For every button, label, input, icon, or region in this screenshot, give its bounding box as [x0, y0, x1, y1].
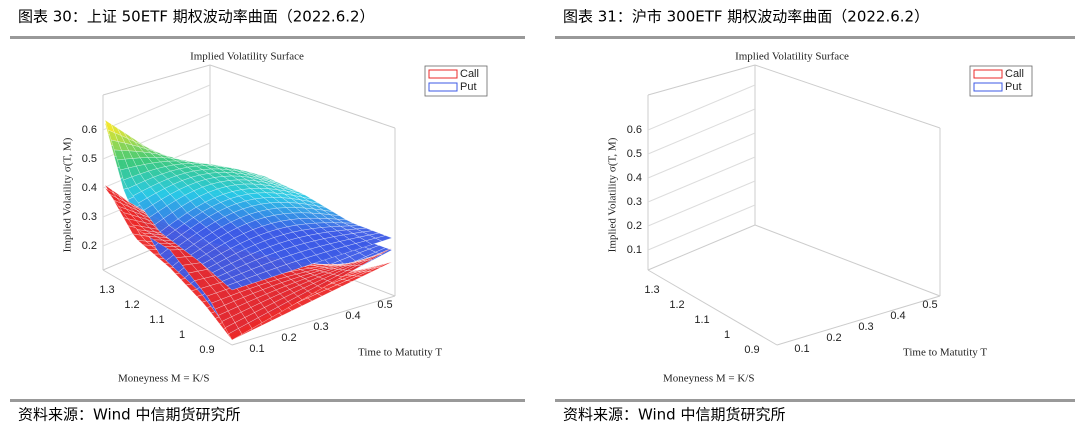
rule — [10, 399, 525, 402]
z-tick-label: 0.3 — [627, 196, 642, 208]
t-tick-label: 0.2 — [826, 332, 841, 344]
legend-label: Put — [1005, 81, 1022, 93]
z-tick-label: 0.5 — [627, 148, 642, 160]
z-tick-label: 0.2 — [82, 240, 97, 252]
surface-cell — [377, 262, 392, 268]
x-axis-label: Time to Matutity T — [358, 347, 442, 359]
t-tick-label: 0.1 — [794, 343, 809, 355]
y-axis-label: Moneyness M = K/S — [118, 373, 209, 385]
z-tick-label: 0.1 — [627, 244, 642, 256]
source: 资料来源：Wind 中信期货研究所 — [18, 406, 240, 424]
y-axis-label: Moneyness M = K/S — [663, 373, 754, 385]
axis-box — [755, 225, 940, 296]
grid-line — [648, 85, 755, 130]
m-tick-label: 1.3 — [99, 284, 114, 296]
t-tick-label: 0.5 — [922, 299, 937, 311]
legend-label: Put — [460, 81, 477, 93]
t-tick-label: 0.1 — [249, 343, 264, 355]
grid-line — [648, 133, 755, 178]
z-tick-label: 0.6 — [627, 124, 642, 136]
axis-box — [648, 225, 755, 270]
chart-title: Implied Volatility Surface — [735, 51, 849, 63]
m-tick-label: 1.3 — [644, 284, 659, 296]
m-tick-label: 1.2 — [669, 299, 684, 311]
z-tick-label: 0.2 — [627, 220, 642, 232]
grid-line — [648, 109, 755, 154]
m-tick-label: 0.9 — [199, 344, 214, 356]
z-axis-label: Implied Volatility σ(T, M) — [62, 137, 74, 252]
x-axis-label: Time to Matutity T — [903, 347, 987, 359]
source: 资料来源：Wind 中信期货研究所 — [563, 406, 785, 424]
z-tick-label: 0.3 — [82, 211, 97, 223]
z-axis-label: Implied Volatility σ(T, M) — [607, 137, 619, 252]
z-tick-label: 0.5 — [82, 153, 97, 165]
m-tick-label: 1 — [724, 329, 730, 341]
axis-box — [648, 270, 777, 345]
legend-label: Call — [1005, 68, 1024, 80]
rule — [555, 399, 1075, 402]
z-tick-label: 0.6 — [82, 124, 97, 136]
grid-line — [103, 85, 210, 130]
caption: 图表 30：上证 50ETF 期权波动率曲面（2022.6.2） — [18, 8, 375, 26]
rule — [555, 36, 1075, 39]
axis-box — [648, 65, 755, 95]
z-tick-label: 0.4 — [82, 182, 97, 194]
chart-title: Implied Volatility Surface — [190, 51, 304, 63]
legend-label: Call — [460, 68, 479, 80]
t-tick-label: 0.5 — [377, 299, 392, 311]
rule — [10, 36, 525, 39]
m-tick-label: 1.1 — [149, 314, 164, 326]
caption: 图表 31：沪市 300ETF 期权波动率曲面（2022.6.2） — [563, 8, 929, 26]
m-tick-label: 1.2 — [124, 299, 139, 311]
t-tick-label: 0.4 — [890, 310, 905, 322]
grid-line — [648, 181, 755, 226]
t-tick-label: 0.4 — [345, 310, 360, 322]
t-tick-label: 0.2 — [281, 332, 296, 344]
grid-line — [648, 157, 755, 202]
axis-box — [103, 65, 210, 95]
axis-box — [210, 65, 395, 128]
t-tick-label: 0.3 — [313, 321, 328, 333]
t-tick-label: 0.3 — [858, 321, 873, 333]
grid-line — [648, 205, 755, 250]
m-tick-label: 0.9 — [744, 344, 759, 356]
axis-box — [755, 65, 940, 128]
m-tick-label: 1 — [179, 329, 185, 341]
z-tick-label: 0.4 — [627, 172, 642, 184]
m-tick-label: 1.1 — [694, 314, 709, 326]
